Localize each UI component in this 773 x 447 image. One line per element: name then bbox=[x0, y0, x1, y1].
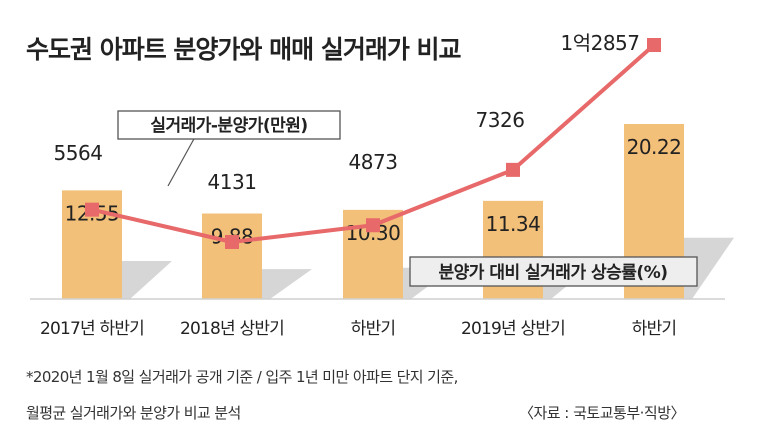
bar-legend: 분양가 대비 실거래가 상승률(%) bbox=[409, 256, 698, 287]
line-series bbox=[85, 38, 661, 249]
x-tick-label: 2019년 상반기 bbox=[461, 319, 565, 339]
line-value-label: 1억2857 bbox=[560, 31, 639, 55]
bar-value-label: 11.34 bbox=[486, 212, 541, 236]
line-value-label: 7326 bbox=[476, 108, 525, 132]
source-note: 〈자료 : 국토교통부·직방〉 bbox=[518, 404, 686, 422]
x-tick-label: 2017년 하반기 bbox=[40, 319, 144, 339]
line-legend-pointer bbox=[167, 136, 196, 187]
bar bbox=[202, 213, 262, 299]
line-value-label: 5564 bbox=[54, 141, 103, 165]
bar-value-label: 20.22 bbox=[627, 135, 682, 159]
line-point bbox=[366, 218, 380, 233]
x-tick-label: 2018년 상반기 bbox=[180, 319, 284, 339]
footnote-line-1: *2020년 1월 8일 실거래가 공개 기준 / 입주 1년 미만 아파트 단… bbox=[26, 368, 458, 386]
line-value-label: 4873 bbox=[349, 150, 398, 174]
x-tick-label: 하반기 bbox=[632, 319, 677, 339]
line-legend-label: 실거래가-분양가(만원) bbox=[150, 116, 307, 136]
line-point bbox=[506, 162, 520, 177]
footnote-line-2: 월평균 실거래가와 분양가 비교 분석 bbox=[26, 404, 241, 422]
bar-shadow bbox=[262, 269, 312, 299]
x-tick-label: 하반기 bbox=[351, 319, 396, 339]
line-legend-box bbox=[117, 110, 341, 140]
line-legend: 실거래가-분양가(만원) bbox=[117, 110, 341, 187]
bar-legend-box bbox=[409, 256, 698, 287]
line-point bbox=[85, 202, 99, 217]
line-point bbox=[647, 38, 661, 52]
bar-shadow bbox=[122, 260, 172, 299]
line-point bbox=[225, 235, 239, 249]
bar-legend-label: 분양가 대비 실거래가 상승률(%) bbox=[438, 263, 667, 283]
line-value-labels: 5564 4131 4873 7326 1억2857 bbox=[54, 31, 640, 194]
line-value-label: 4131 bbox=[208, 170, 257, 194]
x-tick-labels: 2017년 하반기 2018년 상반기 하반기 2019년 상반기 하반기 bbox=[40, 319, 677, 339]
chart-title: 수도권 아파트 분양가와 매매 실거래가 비교 bbox=[26, 35, 462, 64]
